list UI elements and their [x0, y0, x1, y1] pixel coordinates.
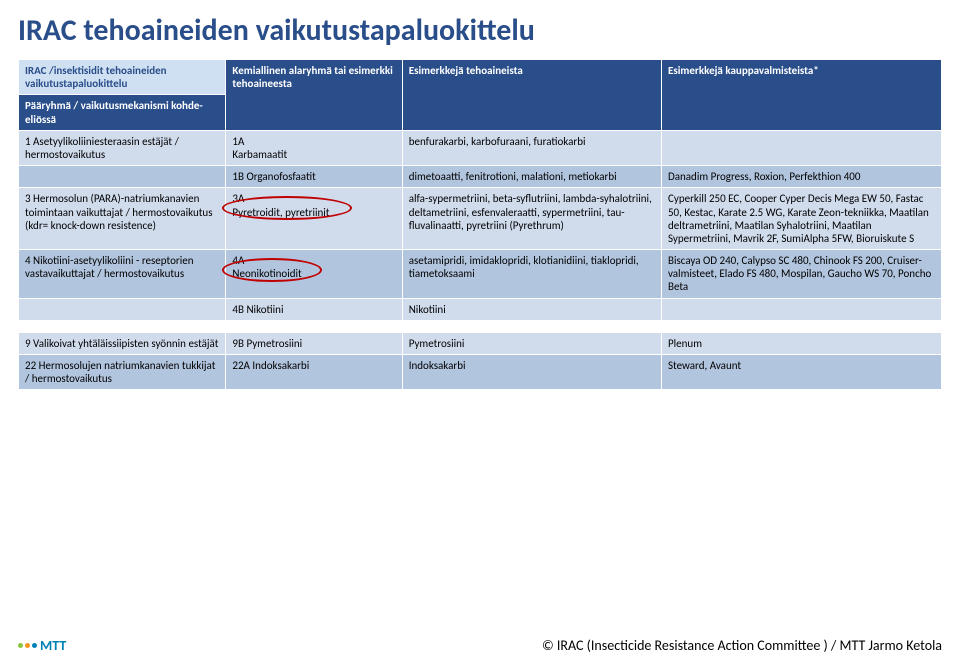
- col-header-1: Pääryhmä / vaikutusmekanismi kohde-eliös…: [19, 95, 226, 130]
- logo-dot-icon: [32, 643, 37, 648]
- table-cell: Danadim Progress, Roxion, Perfekthion 40…: [661, 166, 941, 188]
- table-cell: Biscaya OD 240, Calypso SC 480, Chinook …: [661, 250, 941, 299]
- table-cell: 1B Organofosfaatit: [226, 166, 402, 188]
- table-cell: Plenum: [661, 332, 941, 354]
- footer: MTT © IRAC (Insecticide Resistance Actio…: [0, 637, 960, 654]
- spacer: [19, 320, 942, 332]
- table-cell: 9B Pymetrosiini: [226, 332, 402, 354]
- table-cell: [19, 298, 226, 320]
- logo-dot-icon: [18, 643, 23, 648]
- table-cell: [19, 166, 226, 188]
- table-cell: asetamipridi, imidaklopridi, klotianidii…: [402, 250, 661, 299]
- table-cell: dimetoaatti, fenitrotioni, malationi, me…: [402, 166, 661, 188]
- logo-dots: [18, 643, 37, 648]
- table-cell: 3 Hermosolun (PARA)-natriumkanavien toim…: [19, 188, 226, 250]
- table-cell: 3APyretroidit, pyretriinit: [226, 188, 402, 250]
- mtt-logo: MTT: [18, 637, 66, 654]
- col-header-3: Esimerkkejä tehoaineista: [402, 60, 661, 131]
- table-cell: Nikotiini: [402, 298, 661, 320]
- table-cell: [661, 298, 941, 320]
- table-cell: Indoksakarbi: [402, 355, 661, 390]
- table-cell: 4ANeonikotinoidit: [226, 250, 402, 299]
- table-cell: Steward, Avaunt: [661, 355, 941, 390]
- table-cell: 22 Hermosolujen natriumkanavien tukkijat…: [19, 355, 226, 390]
- logo-dot-icon: [25, 643, 30, 648]
- table-cell: [661, 130, 941, 165]
- section-title: IRAC /insektisidit tehoaineiden vaikutus…: [19, 60, 226, 95]
- table-cell: 1AKarbamaatit: [226, 130, 402, 165]
- table-cell: 4B Nikotiini: [226, 298, 402, 320]
- table-cell: alfa-sypermetriini, beta-syflutriini, la…: [402, 188, 661, 250]
- cell-text: 3APyretroidit, pyretriinit: [232, 192, 329, 218]
- table-cell: benfurakarbi, karbofuraani, furatiokarbi: [402, 130, 661, 165]
- cell-text: 4ANeonikotinoidit: [232, 254, 301, 280]
- classification-table: IRAC /insektisidit tehoaineiden vaikutus…: [18, 59, 942, 390]
- table-cell: Pymetrosiini: [402, 332, 661, 354]
- footer-credit: © IRAC (Insecticide Resistance Action Co…: [542, 637, 942, 654]
- table-cell: 4 Nikotiini-asetyylikoliini - reseptorie…: [19, 250, 226, 299]
- col-header-4: Esimerkkejä kauppavalmisteista*: [661, 60, 941, 131]
- table-cell: 1 Asetyylikoliiniesteraasin estäjät / he…: [19, 130, 226, 165]
- table-cell: 9 Valikoivat yhtäläissiipisten syönnin e…: [19, 332, 226, 354]
- page-title: IRAC tehoaineiden vaikutustapaluokittelu: [18, 12, 942, 49]
- col-header-2: Kemiallinen alaryhmä tai esimerkki tehoa…: [226, 60, 402, 131]
- logo-text: MTT: [40, 637, 66, 654]
- table-cell: 22A Indoksakarbi: [226, 355, 402, 390]
- table-cell: Cyperkill 250 EC, Cooper Cyper Decis Meg…: [661, 188, 941, 250]
